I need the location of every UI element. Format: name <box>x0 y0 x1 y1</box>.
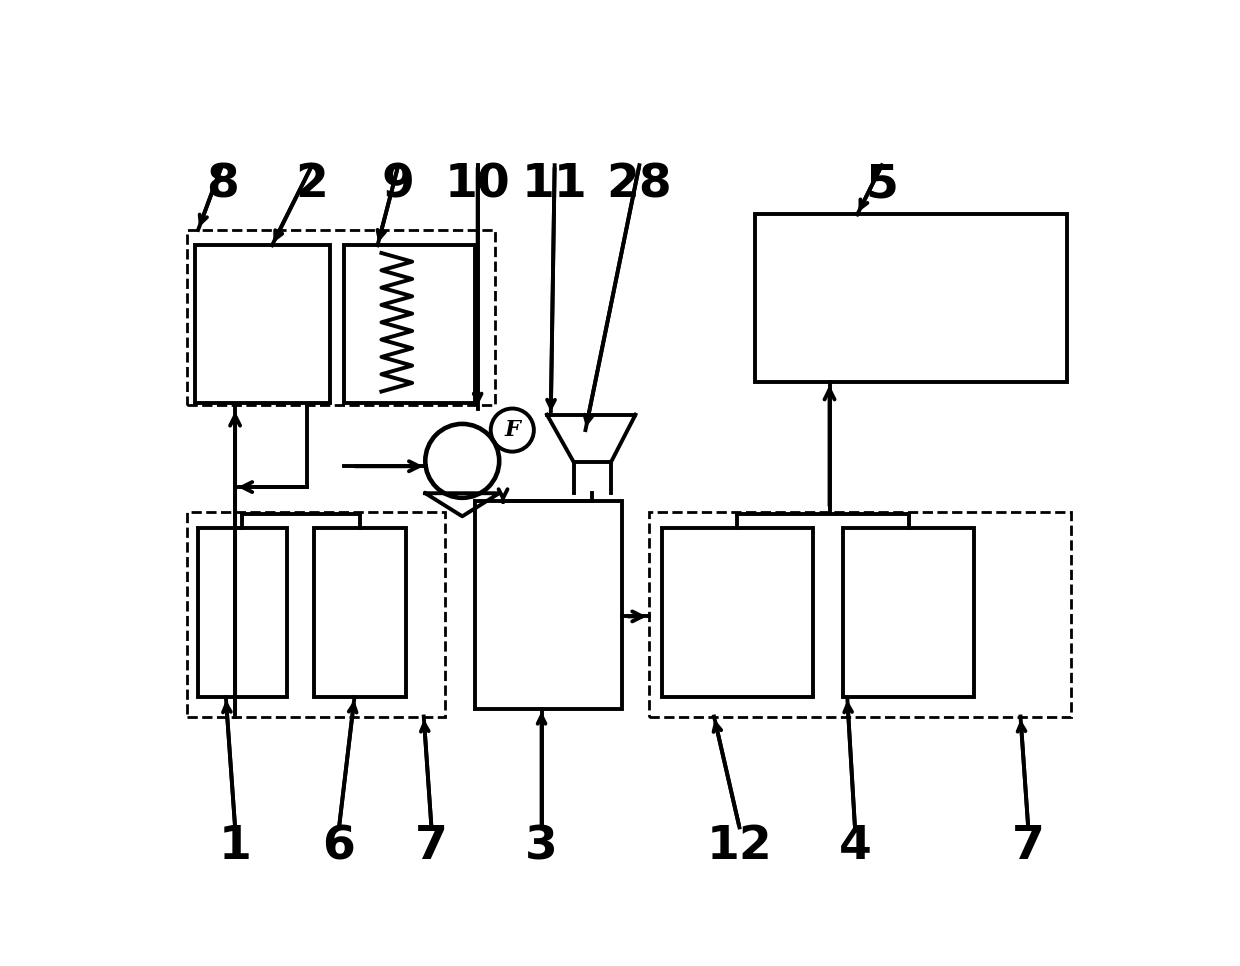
Text: 4: 4 <box>838 824 872 869</box>
Bar <box>755 214 1066 383</box>
Text: F: F <box>505 419 520 441</box>
Text: 7: 7 <box>1012 824 1044 869</box>
Bar <box>475 501 621 709</box>
Text: 3: 3 <box>526 824 558 869</box>
Bar <box>662 527 812 697</box>
Bar <box>314 527 405 697</box>
Text: 7: 7 <box>415 824 448 869</box>
Text: 9: 9 <box>382 162 414 207</box>
Bar <box>187 230 495 406</box>
Bar <box>650 513 1071 717</box>
Text: 2: 2 <box>295 162 329 207</box>
Bar <box>843 527 975 697</box>
Bar <box>198 527 286 697</box>
Text: 28: 28 <box>606 162 672 207</box>
Bar <box>345 245 475 403</box>
Text: 12: 12 <box>707 824 773 869</box>
Text: 11: 11 <box>522 162 588 207</box>
Bar <box>195 245 330 403</box>
Text: 8: 8 <box>206 162 238 207</box>
Text: 6: 6 <box>322 824 356 869</box>
Text: 10: 10 <box>445 162 511 207</box>
Text: 1: 1 <box>218 824 252 869</box>
Bar <box>187 513 445 717</box>
Text: 5: 5 <box>866 162 898 207</box>
